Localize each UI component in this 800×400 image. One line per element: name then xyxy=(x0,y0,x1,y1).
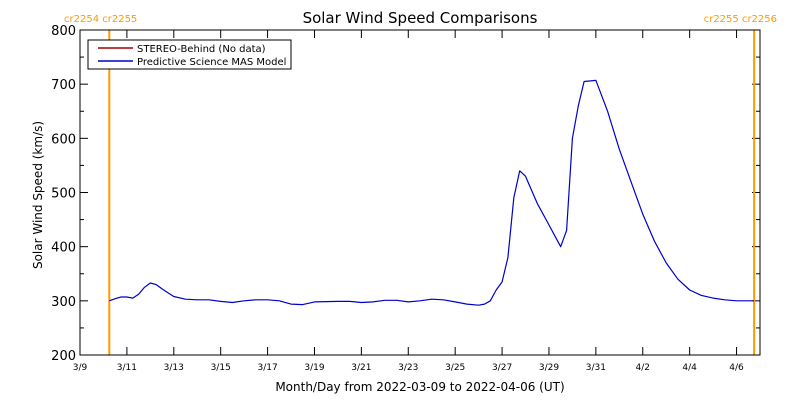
series-lines xyxy=(109,79,755,306)
x-tick-label: 4/2 xyxy=(636,363,650,373)
x-tick-label: 3/15 xyxy=(211,363,231,373)
x-tick-label: 3/21 xyxy=(351,363,371,373)
rotation-marker-label: cr2255 cr2256 xyxy=(704,14,777,25)
legend-entry-mas: Predictive Science MAS Model xyxy=(137,57,286,68)
y-tick-label: 500 xyxy=(51,187,76,202)
x-tick-label: 3/29 xyxy=(539,363,559,373)
x-tick-label: 3/17 xyxy=(257,363,277,373)
x-tick-label: 3/13 xyxy=(164,363,184,373)
legend: STEREO-Behind (No data) Predictive Scien… xyxy=(87,39,292,70)
chart-title: Solar Wind Speed Comparisons xyxy=(303,9,538,27)
y-tick-label: 200 xyxy=(51,349,76,364)
axis-ticks: 200 300 400 500 600 700 800 3/9 3/11 3/13 3/15 3/17… xyxy=(51,24,760,373)
x-tick-label: 4/6 xyxy=(729,363,744,373)
legend-entry-stereo: STEREO-Behind (No data) xyxy=(137,44,266,55)
series-line-mas-model xyxy=(109,79,755,306)
x-tick-label: 3/23 xyxy=(398,363,418,373)
y-tick-label: 600 xyxy=(51,132,76,147)
y-tick-label: 800 xyxy=(51,24,76,39)
plot-frame xyxy=(79,29,761,356)
y-tick-label: 400 xyxy=(51,241,76,256)
y-tick-label: 300 xyxy=(51,295,76,310)
x-tick-label: 4/4 xyxy=(682,363,697,373)
y-tick-label: 700 xyxy=(51,78,76,93)
y-axis-label: Solar Wind Speed (km/s) xyxy=(31,121,45,269)
x-tick-label: 3/19 xyxy=(304,363,324,373)
legend-box xyxy=(87,39,292,70)
x-axis-label: Month/Day from 2022-03-09 to 2022-04-06 … xyxy=(275,380,564,394)
rotation-marker-label: cr2254 cr2255 xyxy=(64,14,137,25)
x-tick-label: 3/25 xyxy=(445,363,465,373)
x-tick-label: 3/27 xyxy=(492,363,512,373)
x-tick-label: 3/11 xyxy=(117,363,137,373)
x-tick-label: 3/9 xyxy=(73,363,88,373)
x-tick-label: 3/31 xyxy=(586,363,606,373)
rotation-markers: cr2254 cr2255 cr2255 cr2256 xyxy=(64,14,777,355)
